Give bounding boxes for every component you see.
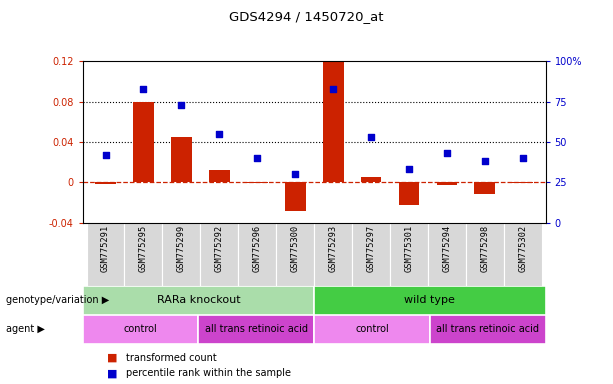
Bar — [352, 223, 390, 286]
Bar — [285, 182, 306, 210]
Bar — [466, 223, 504, 286]
Point — [291, 171, 300, 177]
Text: wild type: wild type — [405, 295, 455, 306]
Bar — [209, 170, 230, 182]
Bar — [398, 182, 419, 205]
Text: percentile rank within the sample: percentile rank within the sample — [126, 368, 291, 378]
Bar — [314, 223, 352, 286]
Bar — [200, 223, 238, 286]
Text: transformed count: transformed count — [126, 353, 216, 363]
Bar — [390, 223, 428, 286]
Point — [328, 86, 338, 92]
Text: RARa knockout: RARa knockout — [157, 295, 240, 306]
Bar — [171, 137, 192, 182]
Bar — [162, 223, 200, 286]
Text: GSM775295: GSM775295 — [139, 225, 148, 272]
Bar — [428, 223, 466, 286]
Point — [253, 155, 262, 161]
Text: GSM775302: GSM775302 — [519, 225, 527, 272]
Text: ■: ■ — [107, 368, 118, 378]
Bar — [83, 315, 199, 344]
Text: GSM775293: GSM775293 — [329, 225, 338, 272]
Bar — [124, 223, 162, 286]
Bar — [512, 182, 533, 184]
Bar — [430, 315, 546, 344]
Point — [139, 86, 148, 92]
Bar — [276, 223, 314, 286]
Point — [366, 134, 376, 140]
Bar — [83, 286, 314, 315]
Text: genotype/variation ▶: genotype/variation ▶ — [6, 295, 109, 306]
Text: GSM775294: GSM775294 — [443, 225, 451, 272]
Bar — [86, 223, 124, 286]
Point — [442, 150, 452, 156]
Bar — [504, 223, 542, 286]
Bar — [322, 61, 343, 182]
Text: GSM775292: GSM775292 — [215, 225, 224, 272]
Bar — [474, 182, 495, 194]
Text: agent ▶: agent ▶ — [6, 324, 45, 334]
Bar — [247, 182, 268, 184]
Text: GSM775296: GSM775296 — [253, 225, 262, 272]
Bar — [95, 182, 116, 184]
Text: GSM775291: GSM775291 — [101, 225, 110, 272]
Text: GSM775301: GSM775301 — [405, 225, 414, 272]
Text: GSM775300: GSM775300 — [291, 225, 300, 272]
Point — [101, 152, 110, 158]
Bar — [360, 177, 381, 182]
Bar — [314, 286, 546, 315]
Bar — [133, 102, 154, 182]
Point — [215, 131, 224, 137]
Text: GSM775297: GSM775297 — [367, 225, 376, 272]
Point — [480, 158, 490, 164]
Text: control: control — [355, 324, 389, 334]
Bar — [199, 315, 314, 344]
Text: all trans retinoic acid: all trans retinoic acid — [205, 324, 308, 334]
Bar — [314, 315, 430, 344]
Point — [518, 155, 528, 161]
Point — [177, 102, 186, 108]
Point — [404, 166, 414, 172]
Text: GDS4294 / 1450720_at: GDS4294 / 1450720_at — [229, 10, 384, 23]
Text: ■: ■ — [107, 353, 118, 363]
Text: control: control — [124, 324, 158, 334]
Text: GSM775298: GSM775298 — [481, 225, 489, 272]
Bar — [238, 223, 276, 286]
Text: GSM775299: GSM775299 — [177, 225, 186, 272]
Text: all trans retinoic acid: all trans retinoic acid — [436, 324, 539, 334]
Bar — [436, 182, 457, 185]
